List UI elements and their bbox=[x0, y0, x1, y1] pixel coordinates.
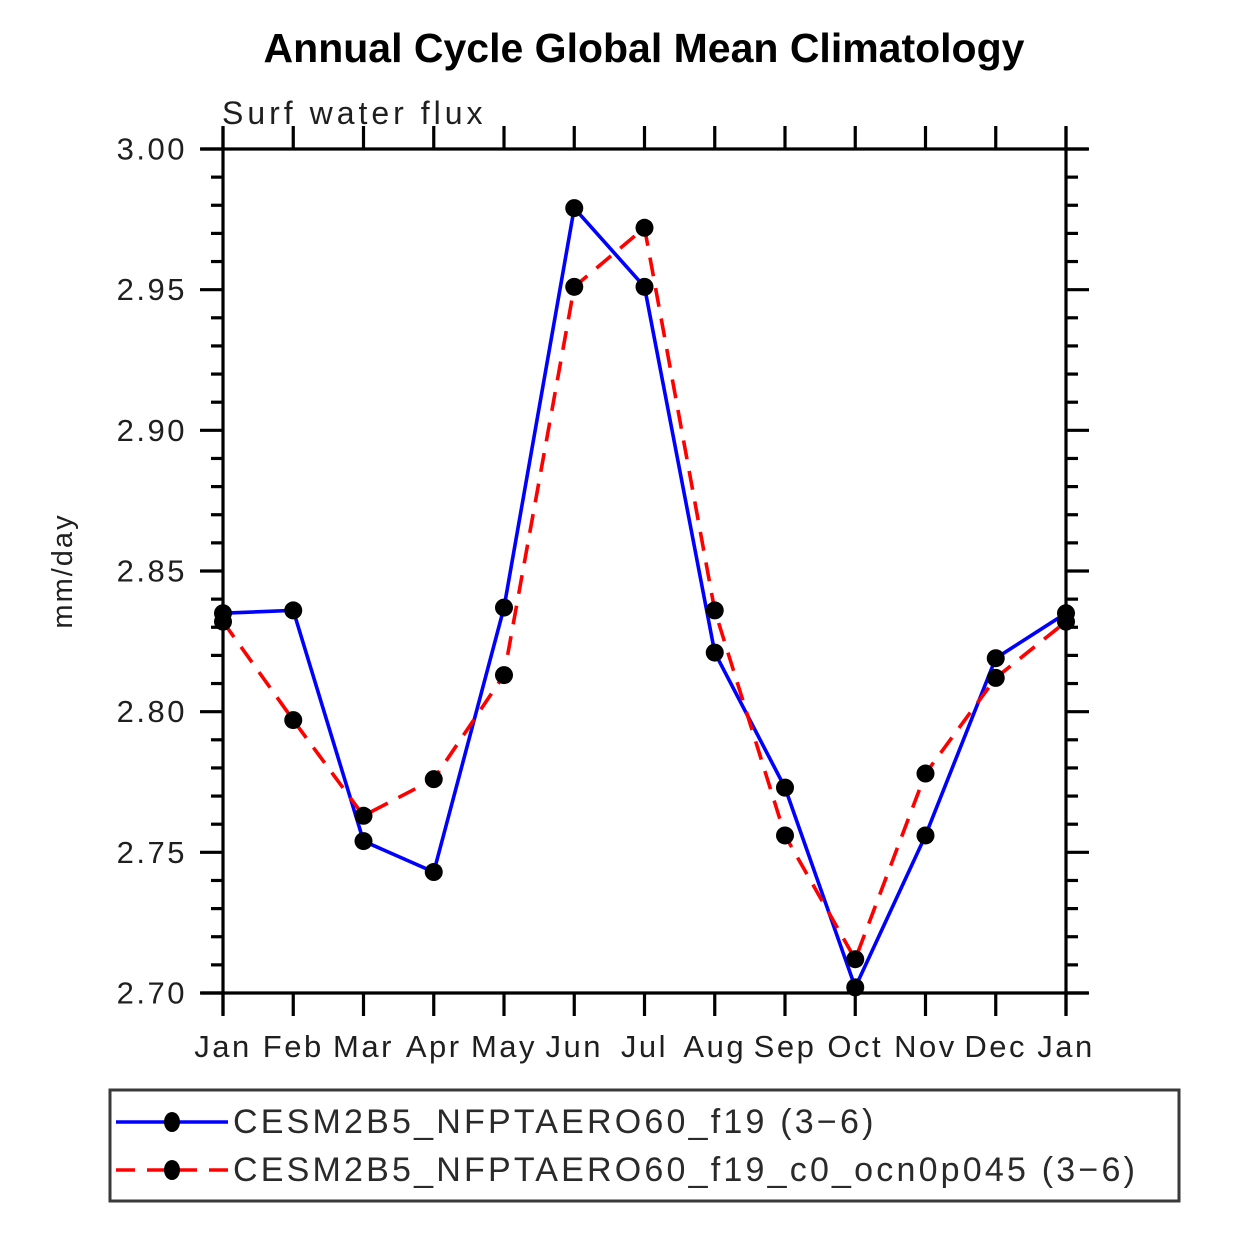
series-1-marker bbox=[565, 277, 584, 296]
series-1-marker bbox=[214, 612, 232, 631]
figure-title: Annual Cycle Global Mean Climatology bbox=[264, 25, 1025, 71]
series-0-marker bbox=[846, 978, 865, 997]
legend-entry-1-label: CESM2B5_NFPTAERO60_f19_c0_ocn0p045 (3−6) bbox=[233, 1151, 1138, 1189]
y-tick-label: 2.85 bbox=[117, 554, 187, 589]
series-1-line bbox=[221, 224, 1068, 964]
x-tick-label: Aug bbox=[683, 1029, 746, 1064]
series-0-marker bbox=[916, 826, 935, 845]
plot-subtitle: Surf water flux bbox=[222, 95, 487, 131]
x-tick-label: Jan bbox=[194, 1029, 251, 1064]
series-0-marker bbox=[354, 832, 373, 851]
y-tick-label: 2.75 bbox=[117, 835, 187, 870]
series-1-marker bbox=[424, 770, 443, 789]
x-tick-label: Mar bbox=[333, 1029, 394, 1064]
x-tick-label: Nov bbox=[894, 1029, 957, 1064]
series-1-marker bbox=[776, 826, 794, 845]
legend-marker-icon bbox=[164, 1160, 180, 1180]
series-0-marker bbox=[705, 643, 724, 662]
y-tick-label: 2.90 bbox=[117, 413, 187, 448]
series-0-marker bbox=[635, 277, 654, 296]
x-tick-label: Jan bbox=[1037, 1029, 1094, 1064]
series-0-line bbox=[222, 204, 1067, 993]
series-0-marker bbox=[776, 778, 794, 797]
series-1-marker bbox=[916, 764, 935, 783]
x-tick-label: Oct bbox=[827, 1029, 883, 1064]
legend-box: CESM2B5_NFPTAERO60_f19 (3−6) CESM2B5_NFP… bbox=[108, 1088, 1181, 1203]
series-0-marker bbox=[424, 863, 443, 882]
x-tick-label: Feb bbox=[263, 1029, 324, 1064]
series-0-marker bbox=[565, 199, 584, 218]
legend-border bbox=[108, 1088, 1181, 1203]
series-1-marker bbox=[284, 711, 303, 730]
series-0-marker bbox=[495, 598, 513, 617]
series-1-marker bbox=[705, 601, 724, 620]
series-1-marker bbox=[1057, 612, 1075, 631]
series-1-marker bbox=[986, 668, 1005, 687]
x-tick-label: Jul bbox=[621, 1029, 668, 1064]
series-1-marker bbox=[635, 218, 654, 237]
series-1-marker bbox=[495, 666, 513, 685]
y-tick-label: 2.80 bbox=[117, 694, 187, 729]
x-tick-label: Sep bbox=[754, 1029, 817, 1064]
series-1-marker bbox=[846, 950, 865, 969]
legend-entry-0-label: CESM2B5_NFPTAERO60_f19 (3−6) bbox=[233, 1103, 877, 1141]
x-tick-label: Apr bbox=[406, 1029, 462, 1064]
y-tick-label: 2.70 bbox=[117, 976, 187, 1011]
x-tick-label: Dec bbox=[964, 1029, 1027, 1064]
x-tick-label: Jun bbox=[546, 1029, 603, 1064]
series-1-marker bbox=[354, 806, 373, 825]
series-0-marker bbox=[284, 601, 303, 620]
legend-marker-icon bbox=[164, 1112, 180, 1132]
x-tick-label: May bbox=[471, 1029, 537, 1064]
y-tick-label: 2.95 bbox=[117, 272, 187, 307]
y-axis-label: mm/day bbox=[47, 513, 79, 628]
y-tick-label: 3.00 bbox=[117, 132, 187, 167]
series-0-marker bbox=[986, 649, 1005, 668]
plot-area: Jan Feb Mar Apr May Jun Jul Aug Sep Oct Nov Dec Jan2… bbox=[117, 126, 1094, 1064]
